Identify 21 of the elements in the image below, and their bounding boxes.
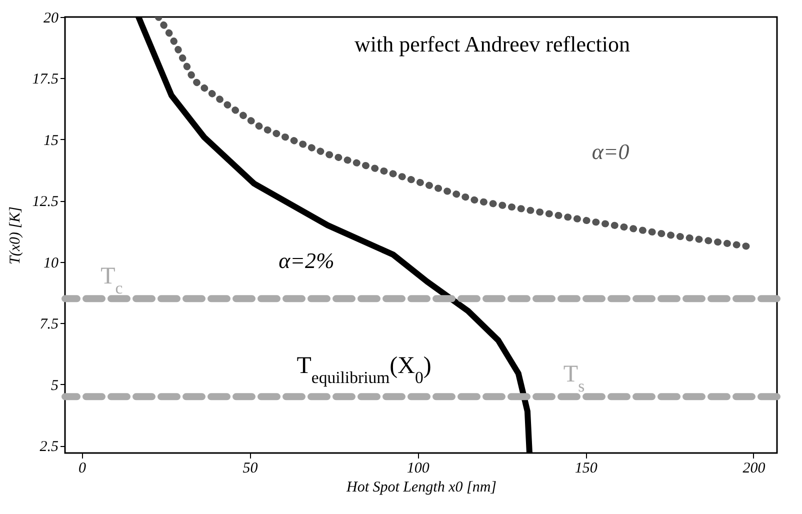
annotation: with perfect Andreev reflection [354,31,630,56]
x-tick-label: 200 [742,460,766,476]
series-label: α=2% [278,248,334,274]
y-tick-label: 12.5 [32,194,59,210]
ref-line-label: T$_{s}$ [563,362,585,396]
ref-line-label: T$_{c}$ [100,264,123,298]
y-tick-label: 7.5 [40,316,59,333]
y-tick-label: 20 [44,10,59,26]
x-tick-label: 50 [242,460,258,476]
y-tick-label: 10 [44,255,59,272]
y-tick-label: 5 [51,378,59,394]
x-tick-label: 150 [574,460,598,476]
y-tick-label: 2.5 [40,439,59,456]
annotation: T$_{equilibrium}$(X$_{0}$) [296,352,432,386]
y-tick-label: 17.5 [32,72,59,88]
y-tick-label: 15 [44,132,59,149]
x-tick-label: 100 [406,460,430,476]
x-axis-title: Hot Spot Length x0 [nm] [346,480,497,496]
y-axis-title: T(x0) [K] [7,206,24,264]
x-tick-label: 0 [78,460,87,476]
text: α=0 [592,139,630,164]
